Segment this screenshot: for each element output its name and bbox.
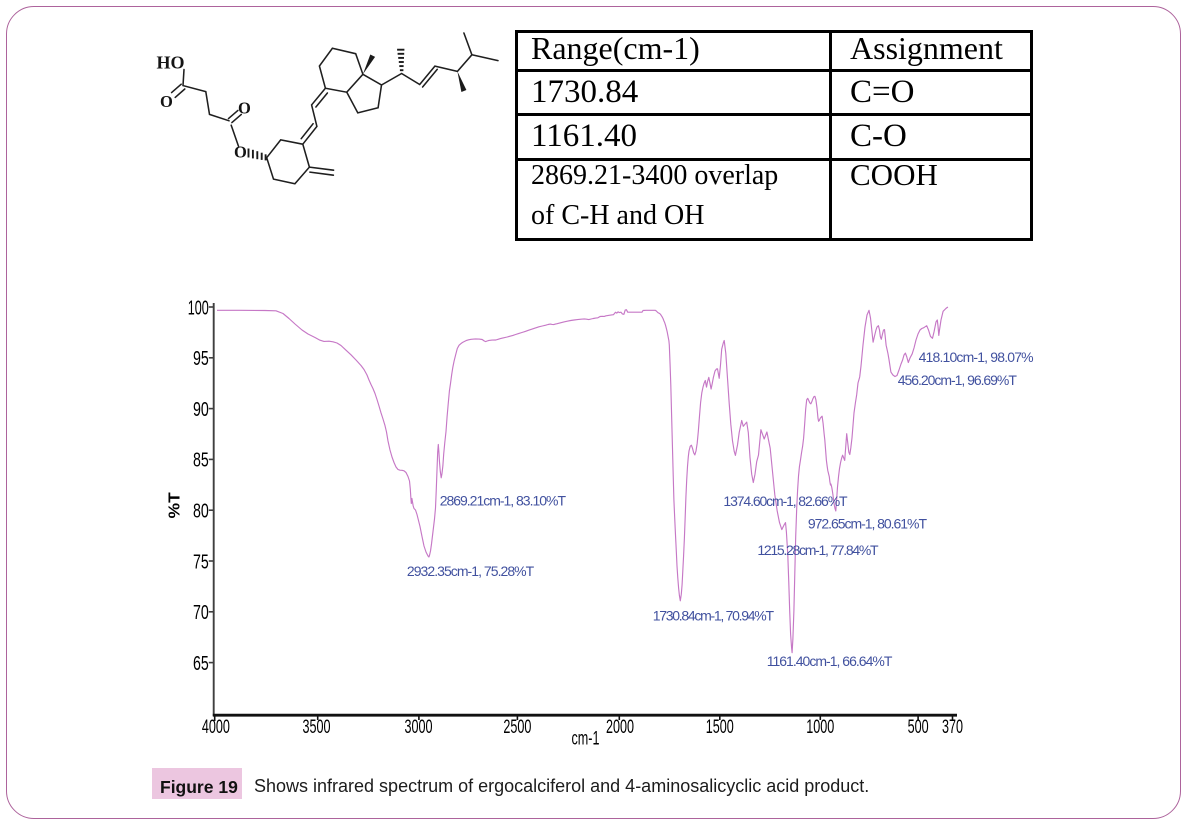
svg-text:1215.28cm-1, 77.84%T: 1215.28cm-1, 77.84%T (757, 542, 879, 558)
svg-text:%T: %T (167, 492, 184, 519)
svg-text:3000: 3000 (405, 716, 433, 738)
svg-text:2000: 2000 (606, 716, 634, 738)
svg-text:1500: 1500 (706, 716, 734, 738)
svg-text:370: 370 (942, 716, 963, 738)
svg-text:70: 70 (193, 602, 209, 624)
svg-text:O: O (238, 99, 251, 118)
svg-text:456.20cm-1, 96.69%T: 456.20cm-1, 96.69%T (898, 372, 1018, 388)
svg-text:1000: 1000 (806, 716, 834, 738)
svg-text:418.10cm-1, 98.07%: 418.10cm-1, 98.07% (919, 349, 1034, 365)
svg-text:972.65cm-1, 80.61%T: 972.65cm-1, 80.61%T (808, 515, 928, 531)
svg-text:500: 500 (908, 716, 929, 738)
svg-text:80: 80 (193, 501, 209, 523)
svg-text:85: 85 (193, 450, 209, 472)
svg-text:4000: 4000 (202, 716, 230, 738)
svg-text:2500: 2500 (503, 716, 531, 738)
svg-text:HO: HO (157, 53, 185, 73)
svg-text:100: 100 (188, 297, 209, 319)
svg-text:90: 90 (193, 399, 209, 421)
svg-text:cm-1: cm-1 (572, 729, 600, 750)
svg-text:1730.84cm-1, 70.94%T: 1730.84cm-1, 70.94%T (653, 608, 775, 624)
svg-text:3500: 3500 (303, 716, 331, 738)
svg-text:O: O (234, 143, 247, 162)
svg-text:1374.60cm-1, 82.66%T: 1374.60cm-1, 82.66%T (723, 493, 848, 509)
svg-text:65: 65 (193, 653, 209, 675)
svg-text:75: 75 (193, 551, 209, 573)
svg-text:2932.35cm-1, 75.28%T: 2932.35cm-1, 75.28%T (407, 563, 535, 579)
svg-text:95: 95 (193, 348, 209, 370)
svg-text:O: O (160, 92, 173, 111)
svg-text:1161.40cm-1, 66.64%T: 1161.40cm-1, 66.64%T (767, 653, 893, 669)
svg-text:2869.21cm-1, 83.10%T: 2869.21cm-1, 83.10%T (440, 493, 567, 509)
